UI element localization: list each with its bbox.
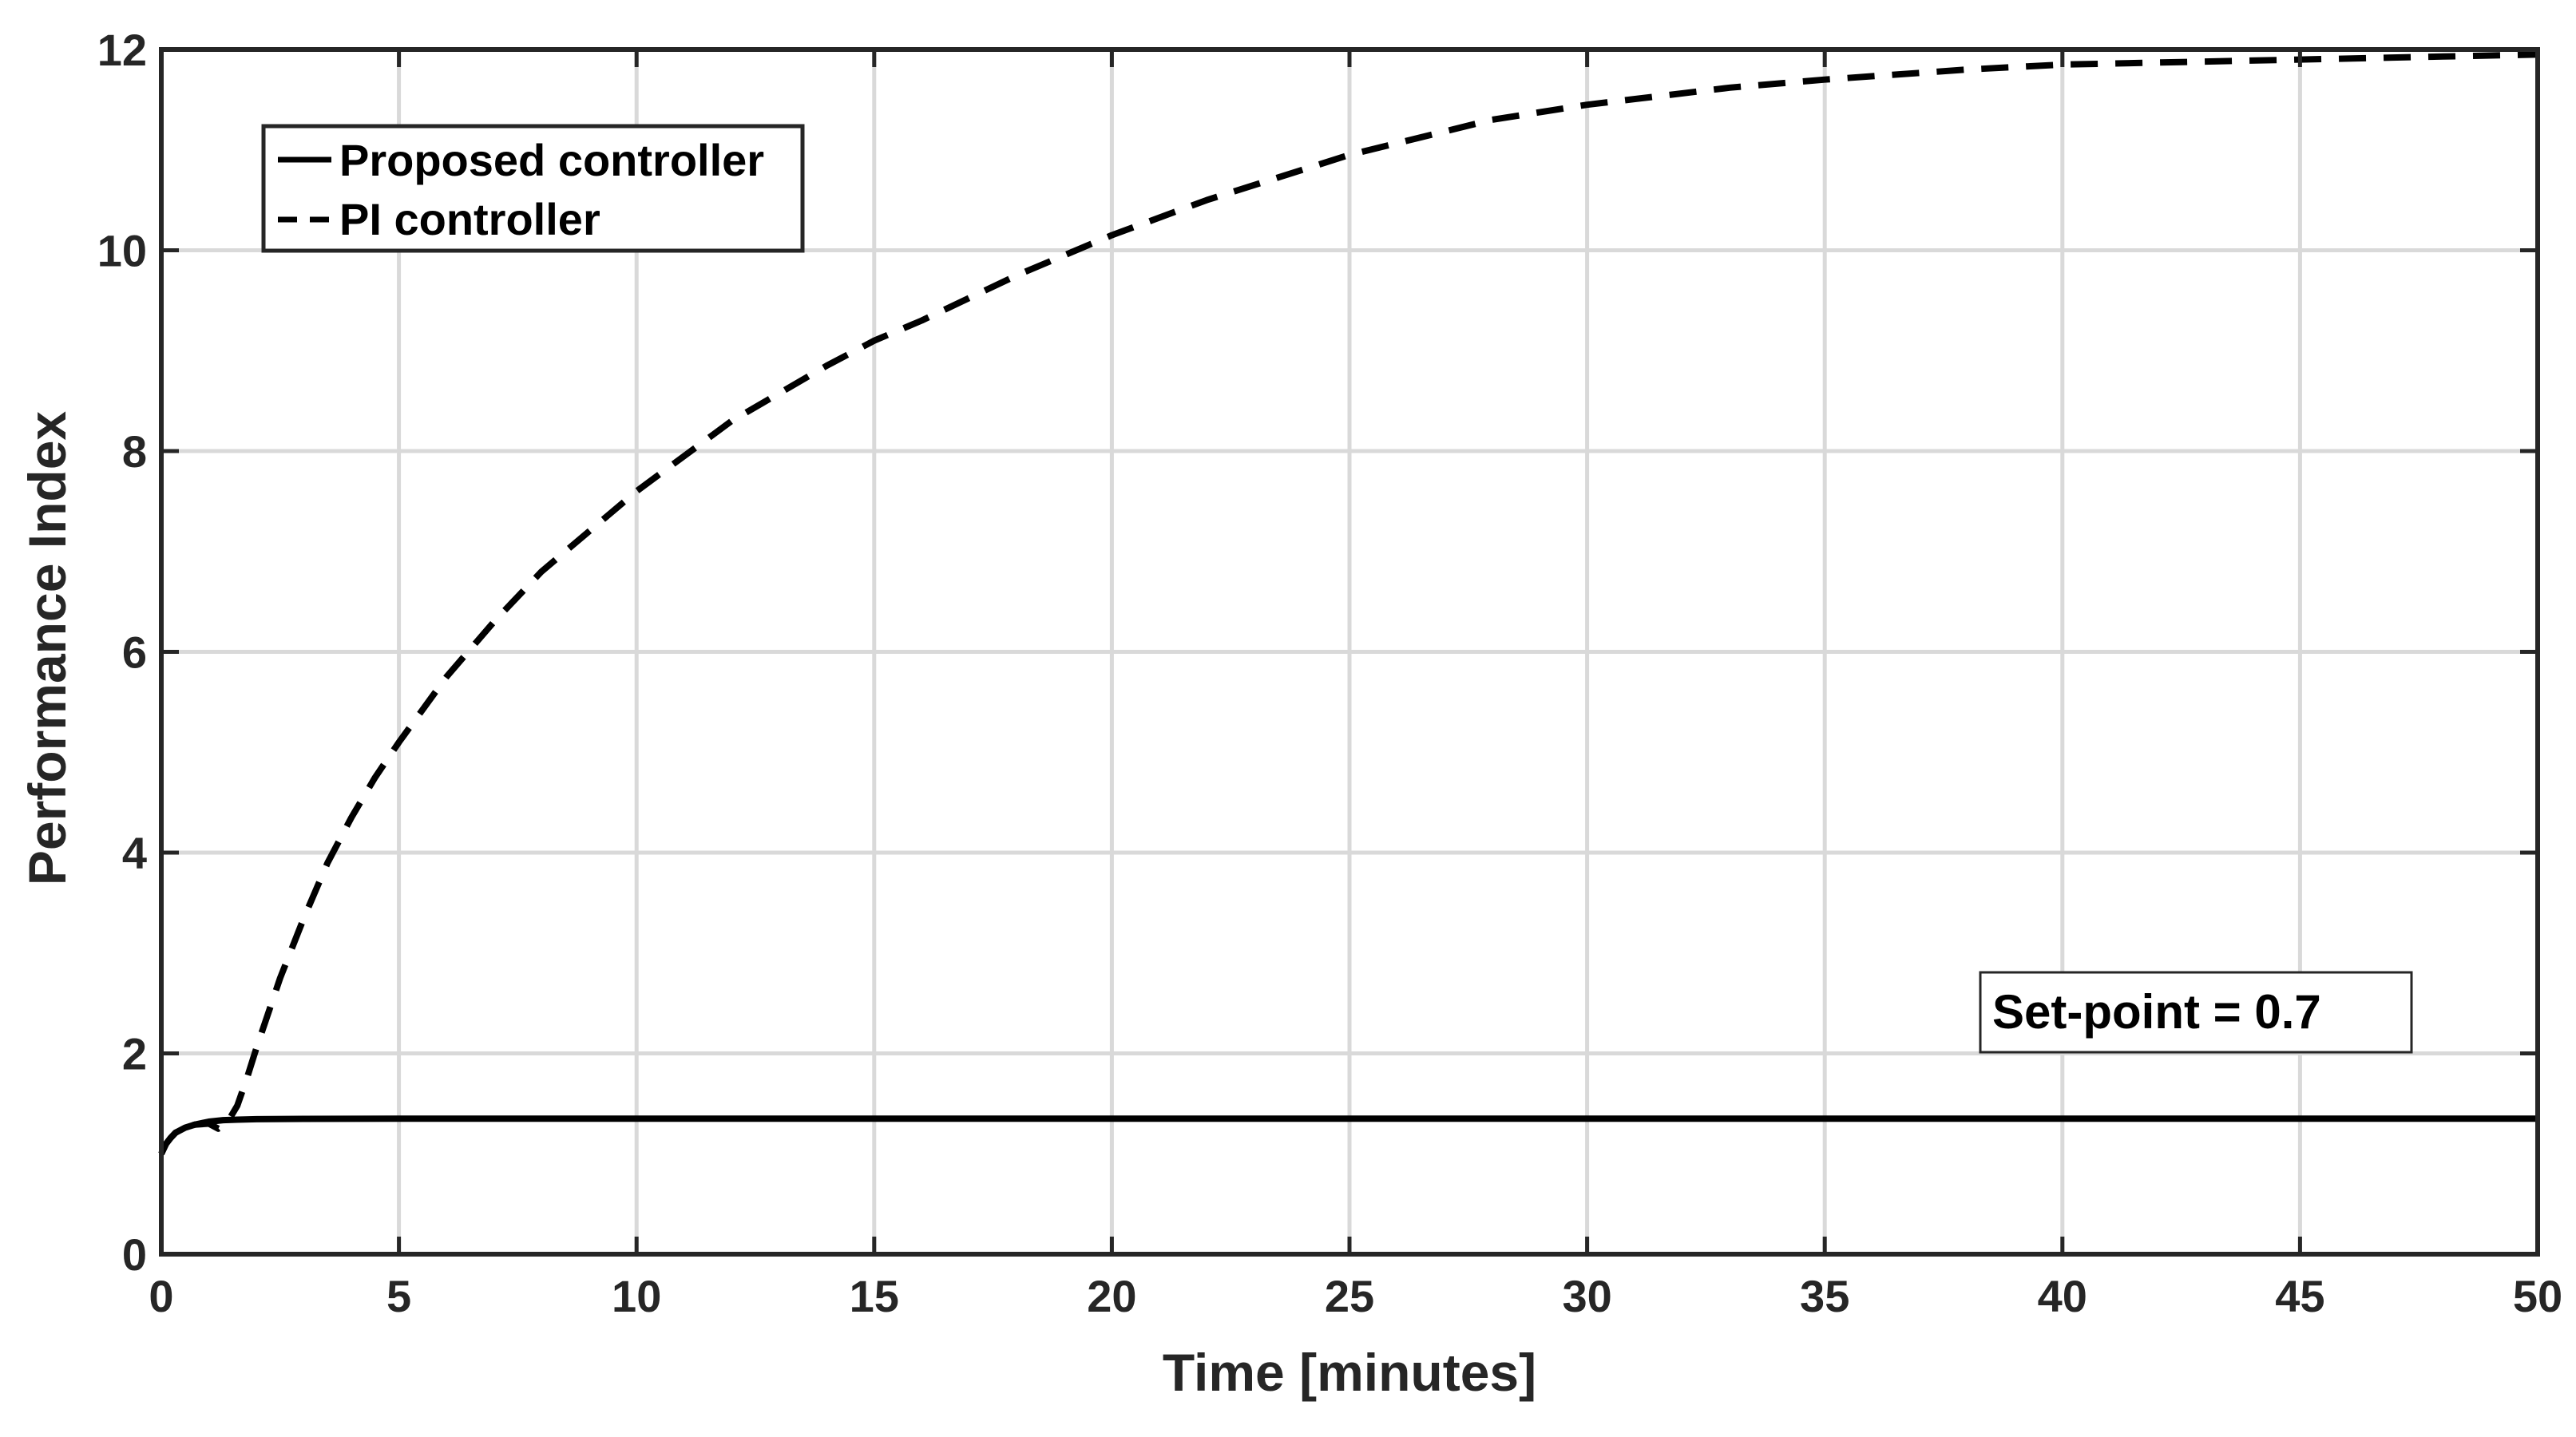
x-tick-label: 5 (386, 1271, 411, 1321)
x-tick-label: 25 (1325, 1271, 1374, 1321)
x-tick-label: 40 (2038, 1271, 2087, 1321)
legend: Proposed controller PI controller (261, 124, 805, 253)
series-line-pi-controller (158, 51, 2538, 1156)
legend-label-pi: PI controller (339, 194, 600, 244)
tick-labels: 0 5 10 15 20 25 30 35 40 45 50 0 2 4 6 8 10 12 (97, 25, 2562, 1321)
setpoint-annotation: Set-point = 0.7 (1979, 971, 2413, 1054)
series-lines (158, 51, 2538, 1156)
series-line-proposed-controller (158, 1115, 2538, 1156)
y-axis-title: Performance Index (18, 411, 77, 886)
tick-marks (159, 47, 2540, 1257)
x-tick-label: 45 (2275, 1271, 2324, 1321)
x-tick-label: 0 (149, 1271, 173, 1321)
y-tick-label: 10 (97, 226, 147, 276)
x-tick-label: 30 (1562, 1271, 1611, 1321)
y-tick-label: 4 (122, 828, 147, 878)
y-tick-label: 6 (122, 627, 147, 678)
x-tick-label: 10 (612, 1271, 661, 1321)
y-tick-label: 8 (122, 426, 147, 477)
x-tick-label: 35 (1800, 1271, 1849, 1321)
x-tick-label: 15 (850, 1271, 899, 1321)
x-tick-label: 20 (1087, 1271, 1136, 1321)
x-tick-label: 50 (2513, 1271, 2562, 1321)
annotation-box (1979, 971, 2413, 1054)
y-tick-label: 2 (122, 1029, 147, 1079)
annotation-text: Set-point = 0.7 (1992, 985, 2321, 1039)
x-axis-title: Time [minutes] (1163, 1343, 1536, 1402)
y-tick-label: 0 (122, 1229, 147, 1280)
y-tick-label: 12 (97, 25, 147, 75)
legend-box (261, 124, 805, 253)
legend-label-proposed: Proposed controller (339, 135, 764, 185)
